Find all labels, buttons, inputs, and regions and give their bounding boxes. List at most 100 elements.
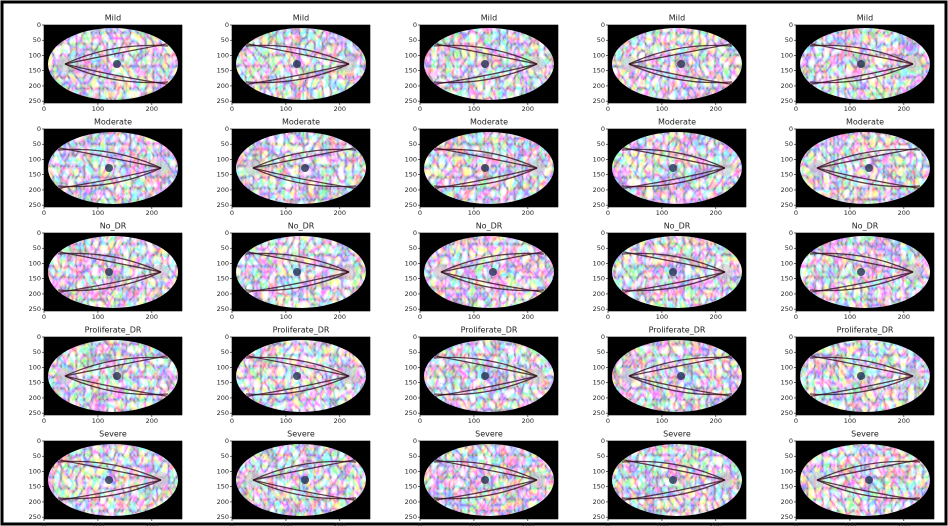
x-tick-label: 200 xyxy=(522,313,534,321)
x-tick-label: 100 xyxy=(468,105,480,113)
y-tick-label: 0 xyxy=(601,229,605,237)
x-tick-label: 200 xyxy=(710,313,722,321)
y-tick-label: 250 xyxy=(781,201,793,209)
y-tick-label: 0 xyxy=(413,229,417,237)
x-tick-label: 0 xyxy=(418,313,422,321)
panel: Mild0501001502002500100200 xyxy=(29,14,182,114)
y-tick-label: 200 xyxy=(29,186,41,194)
macula xyxy=(293,372,301,380)
y-tick-label: 150 xyxy=(781,171,793,179)
y-tick-label: 250 xyxy=(405,201,417,209)
y-tick-label: 50 xyxy=(785,348,793,356)
x-tick-label: 0 xyxy=(230,313,234,321)
x-tick-label: 0 xyxy=(42,313,46,321)
x-tick-label: 100 xyxy=(844,417,856,425)
y-tick-label: 200 xyxy=(593,394,605,402)
y-tick-label: 50 xyxy=(409,348,417,356)
x-tick-label: 100 xyxy=(92,313,104,321)
y-tick-label: 250 xyxy=(29,409,41,417)
y-tick-label: 250 xyxy=(781,305,793,313)
y-tick-label: 50 xyxy=(33,452,41,460)
x-tick-label: 0 xyxy=(794,417,798,425)
panel: Moderate0501001502002500100200 xyxy=(29,118,182,218)
x-tick-label: 0 xyxy=(606,209,610,217)
x-tick-label: 100 xyxy=(92,417,104,425)
panel-title: Severe xyxy=(99,430,127,439)
macula xyxy=(669,476,677,484)
x-tick-label: 0 xyxy=(418,105,422,113)
y-tick-label: 50 xyxy=(597,452,605,460)
y-tick-label: 0 xyxy=(601,21,605,29)
y-tick-label: 250 xyxy=(405,97,417,105)
y-tick-label: 0 xyxy=(37,21,41,29)
y-tick-label: 200 xyxy=(593,186,605,194)
y-tick-label: 250 xyxy=(781,513,793,521)
y-tick-label: 100 xyxy=(405,467,417,475)
y-tick-label: 250 xyxy=(593,305,605,313)
x-tick-label: 100 xyxy=(844,209,856,217)
x-tick-label: 100 xyxy=(92,209,104,217)
y-tick-label: 200 xyxy=(781,186,793,194)
y-tick-label: 0 xyxy=(789,21,793,29)
panel: Moderate0501001502002500100200 xyxy=(781,118,934,218)
macula xyxy=(481,476,489,484)
y-tick-label: 150 xyxy=(593,379,605,387)
y-tick-label: 100 xyxy=(593,259,605,267)
panel-title: Severe xyxy=(663,430,691,439)
panel-title: Moderate xyxy=(470,118,508,127)
x-tick-label: 100 xyxy=(656,105,668,113)
x-tick-label: 0 xyxy=(418,521,422,526)
panel-title: Mild xyxy=(481,14,497,23)
macula xyxy=(677,60,685,68)
y-tick-label: 250 xyxy=(29,97,41,105)
x-tick-label: 0 xyxy=(230,417,234,425)
y-tick-label: 200 xyxy=(593,498,605,506)
y-tick-label: 150 xyxy=(29,379,41,387)
x-tick-label: 0 xyxy=(794,105,798,113)
macula xyxy=(865,164,873,172)
y-tick-label: 100 xyxy=(593,363,605,371)
y-tick-label: 200 xyxy=(405,498,417,506)
y-tick-label: 250 xyxy=(29,305,41,313)
y-tick-label: 200 xyxy=(217,186,229,194)
y-tick-label: 100 xyxy=(29,155,41,163)
x-tick-label: 0 xyxy=(42,417,46,425)
x-tick-label: 0 xyxy=(606,105,610,113)
panel-title: No_DR xyxy=(288,222,315,231)
y-tick-label: 200 xyxy=(217,498,229,506)
x-tick-label: 200 xyxy=(334,209,346,217)
y-tick-label: 0 xyxy=(225,229,229,237)
x-tick-label: 100 xyxy=(468,417,480,425)
y-tick-label: 0 xyxy=(413,125,417,133)
y-tick-label: 50 xyxy=(221,36,229,44)
y-tick-label: 100 xyxy=(217,363,229,371)
x-tick-label: 0 xyxy=(606,521,610,526)
x-tick-label: 100 xyxy=(468,209,480,217)
macula xyxy=(669,164,677,172)
x-tick-label: 100 xyxy=(280,209,292,217)
y-tick-label: 150 xyxy=(781,67,793,75)
panel-title: Mild xyxy=(669,14,685,23)
y-tick-label: 250 xyxy=(217,97,229,105)
panel-title: Mild xyxy=(857,14,873,23)
y-tick-label: 50 xyxy=(33,140,41,148)
panel-title: Severe xyxy=(287,430,315,439)
x-tick-label: 100 xyxy=(844,521,856,526)
y-tick-label: 0 xyxy=(789,229,793,237)
y-tick-label: 50 xyxy=(221,244,229,252)
y-tick-label: 50 xyxy=(33,36,41,44)
y-tick-label: 100 xyxy=(593,467,605,475)
y-tick-label: 150 xyxy=(217,171,229,179)
macula xyxy=(293,268,301,276)
x-tick-label: 0 xyxy=(606,313,610,321)
y-tick-label: 150 xyxy=(781,483,793,491)
y-tick-label: 200 xyxy=(29,82,41,90)
y-tick-label: 50 xyxy=(409,140,417,148)
panel-title: Mild xyxy=(293,14,309,23)
panel-title: Proliferate_DR xyxy=(85,326,142,335)
